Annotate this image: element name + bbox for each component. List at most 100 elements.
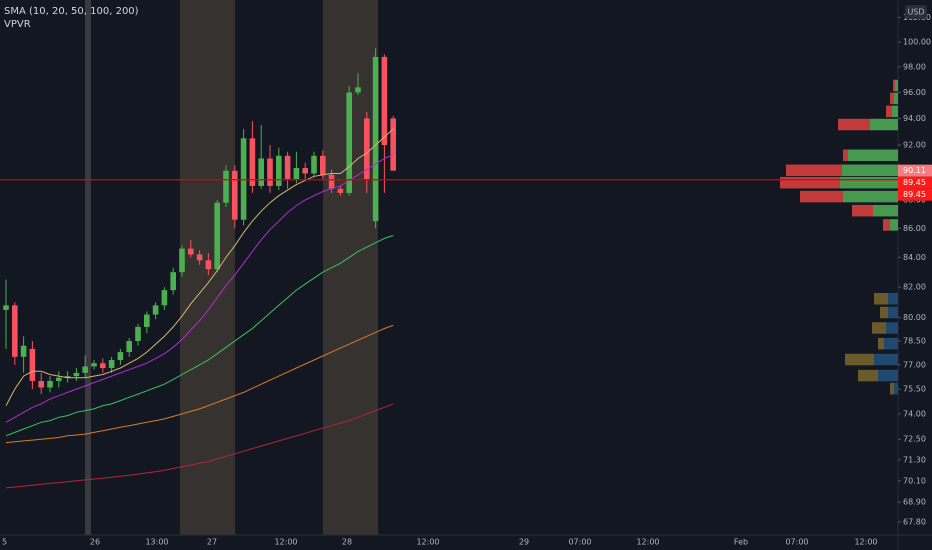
candle-body bbox=[276, 155, 282, 186]
session-gap bbox=[85, 0, 91, 535]
vp-down bbox=[843, 149, 848, 162]
y-tick-label: 82.00 bbox=[903, 283, 926, 292]
price-label-box bbox=[898, 176, 932, 189]
vp-up bbox=[878, 369, 898, 382]
vp-down bbox=[800, 190, 843, 203]
legend-sma: SMA (10, 20, 50, 100, 200) bbox=[4, 6, 139, 17]
candle-body bbox=[29, 348, 36, 381]
vp-down bbox=[890, 382, 894, 395]
vp-down bbox=[880, 306, 888, 319]
y-tick-label: 70.10 bbox=[903, 476, 926, 485]
x-tick-label: 12:00 bbox=[854, 538, 877, 547]
vp-down bbox=[886, 105, 892, 118]
vp-up bbox=[895, 79, 898, 92]
y-tick-label: 80.00 bbox=[903, 313, 926, 322]
price-label: 89.45 bbox=[903, 190, 926, 199]
sma-line bbox=[5, 128, 394, 406]
candle-body bbox=[3, 305, 9, 310]
candle-body bbox=[135, 326, 141, 342]
candle-body bbox=[91, 363, 97, 367]
x-tick-label: Feb bbox=[734, 538, 748, 547]
y-tick-label: 86.00 bbox=[903, 224, 926, 233]
vp-up bbox=[848, 149, 898, 162]
candle-body bbox=[205, 260, 212, 270]
candle-body bbox=[328, 174, 335, 189]
candle-body bbox=[126, 341, 132, 353]
candle-body bbox=[381, 56, 388, 146]
candle-body bbox=[267, 158, 273, 186]
candle-body bbox=[302, 168, 308, 174]
x-tick-label: 5 bbox=[2, 538, 7, 547]
y-tick-label: 96.00 bbox=[903, 88, 926, 97]
candle-body bbox=[47, 380, 53, 388]
vp-up bbox=[874, 353, 898, 366]
price-label-box bbox=[898, 164, 932, 177]
vp-up bbox=[842, 164, 898, 177]
vp-down bbox=[883, 219, 890, 231]
y-tick-label: 74.00 bbox=[903, 409, 926, 418]
vp-up bbox=[894, 382, 898, 395]
candle-body bbox=[293, 168, 300, 180]
candle-body bbox=[188, 248, 194, 255]
vp-up bbox=[870, 118, 898, 131]
legend-vpvr: VPVR bbox=[4, 19, 31, 30]
candle-body bbox=[144, 314, 150, 327]
vp-down bbox=[780, 176, 840, 189]
x-tick-label: 12:00 bbox=[416, 538, 439, 547]
candle-body bbox=[214, 202, 220, 270]
vp-down bbox=[893, 79, 895, 92]
candle-body bbox=[346, 92, 352, 193]
vp-up bbox=[873, 204, 898, 217]
currency: USD bbox=[907, 8, 924, 17]
y-tick-label: 84.00 bbox=[903, 253, 926, 262]
y-tick-label: 94.00 bbox=[903, 114, 926, 123]
vp-up bbox=[843, 190, 898, 203]
vp-up bbox=[892, 105, 898, 118]
price-label: 89.45 bbox=[903, 178, 926, 187]
x-tick-label: 12:00 bbox=[274, 538, 297, 547]
vp-down bbox=[890, 92, 894, 105]
candle-body bbox=[232, 170, 238, 220]
candle-body bbox=[152, 305, 159, 315]
sma-line bbox=[5, 403, 394, 489]
candle-body bbox=[100, 363, 106, 369]
candle-body bbox=[108, 360, 115, 369]
candle-body bbox=[179, 248, 185, 273]
candle-body bbox=[117, 352, 124, 361]
candle-body bbox=[82, 366, 88, 373]
candle-body bbox=[170, 272, 176, 291]
vp-up bbox=[888, 292, 898, 305]
candle-body bbox=[38, 380, 44, 388]
candle-body bbox=[56, 377, 62, 381]
candle-body bbox=[240, 138, 247, 220]
x-tick-label: 28 bbox=[342, 538, 352, 547]
candle-body bbox=[223, 170, 229, 203]
vp-down bbox=[858, 369, 878, 382]
y-tick-label: 72.50 bbox=[903, 435, 926, 444]
price-label-box bbox=[898, 188, 932, 201]
vp-up bbox=[884, 337, 898, 350]
vp-up bbox=[886, 322, 898, 334]
candle-body bbox=[12, 305, 18, 357]
vp-down bbox=[872, 322, 886, 334]
vp-up bbox=[890, 219, 898, 231]
candle-body bbox=[284, 155, 291, 180]
x-tick-label: 13:00 bbox=[145, 538, 168, 547]
y-tick-label: 77.00 bbox=[903, 360, 926, 369]
candle-body bbox=[161, 290, 168, 306]
candle-body bbox=[249, 138, 256, 186]
vp-down bbox=[874, 292, 888, 305]
vp-up bbox=[894, 92, 898, 105]
candle-body bbox=[364, 118, 370, 180]
x-tick-label: 07:00 bbox=[568, 538, 591, 547]
sma-line bbox=[5, 153, 394, 423]
candle-body bbox=[258, 158, 264, 186]
vp-down bbox=[852, 204, 873, 217]
vp-down bbox=[845, 353, 874, 366]
y-tick-label: 71.30 bbox=[903, 455, 926, 464]
candle-body bbox=[20, 345, 27, 357]
x-tick-label: 07:00 bbox=[785, 538, 808, 547]
sma-line bbox=[5, 324, 394, 444]
